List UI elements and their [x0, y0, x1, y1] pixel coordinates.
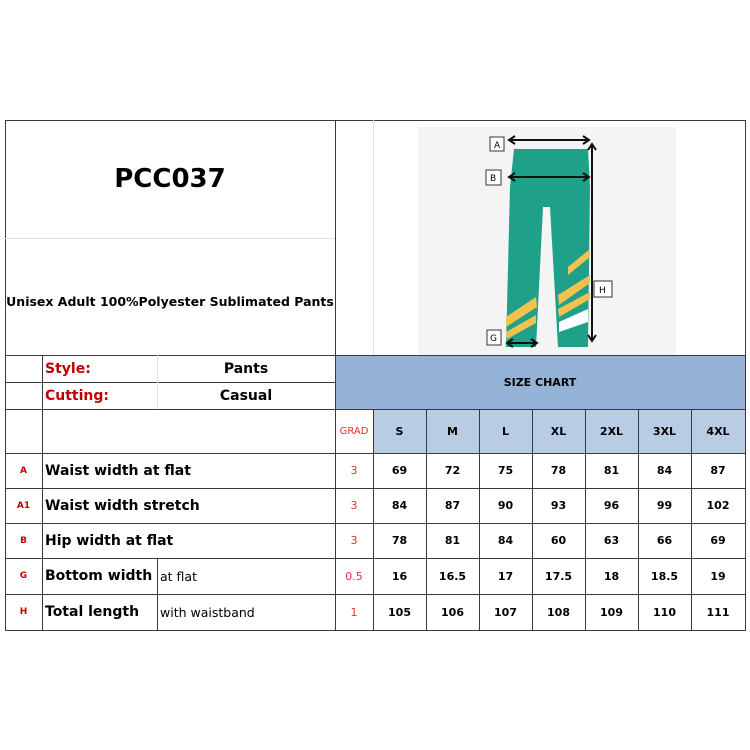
pants-diagram: A B G H	[418, 127, 676, 355]
size-value: 63	[603, 534, 620, 547]
size-value: 81	[444, 534, 461, 547]
row-code: B	[20, 535, 27, 546]
size-header-2xl: 2XL	[585, 409, 638, 453]
grid-line	[373, 409, 374, 630]
product-code: PCC037	[114, 164, 226, 194]
grid-line	[426, 409, 427, 630]
size-value: 84	[497, 534, 514, 547]
grad-value: 1	[350, 605, 358, 619]
size-value: 16.5	[438, 569, 467, 583]
diagram-label-h: H	[599, 286, 606, 296]
cutting-value: Casual	[219, 387, 273, 404]
grid-line	[5, 630, 746, 631]
size-value: 18.5	[650, 569, 679, 583]
grad-value: 0.5	[345, 569, 363, 583]
size-value: 107	[494, 605, 517, 619]
size-value: 110	[653, 605, 676, 619]
grid-line	[5, 120, 745, 121]
grad-header: GRAD	[339, 425, 369, 437]
size-value: 99	[656, 499, 673, 512]
size-header-m: M	[426, 409, 479, 453]
size-header-s: S	[373, 409, 426, 453]
size-value: 111	[706, 605, 730, 619]
grid-line	[5, 558, 745, 559]
size-value: 84	[391, 499, 408, 512]
style-label: Style:	[45, 360, 91, 377]
size-value: 78	[550, 464, 567, 477]
grid-line	[373, 120, 374, 355]
grid-line	[42, 355, 43, 630]
size-value: 87	[444, 499, 461, 512]
row-code: H	[19, 607, 28, 617]
size-value: 87	[710, 464, 726, 477]
size-header-l: L	[479, 409, 532, 453]
grid-line	[479, 409, 480, 630]
grid-line	[638, 409, 639, 630]
size-value: 105	[388, 605, 411, 619]
row-code: G	[19, 571, 28, 581]
size-value: 60	[550, 534, 567, 547]
size-value: 66	[656, 534, 673, 547]
grid-line	[5, 409, 745, 410]
grid-line	[157, 558, 158, 630]
size-value: 19	[710, 569, 726, 583]
style-value: Pants	[223, 360, 269, 377]
size-header-3xl: 3XL	[638, 409, 691, 453]
size-value: 108	[547, 605, 570, 619]
grid-line	[5, 120, 6, 631]
measurement-name: Hip width at flat	[45, 532, 174, 549]
size-chart-header: SIZE CHART	[335, 355, 745, 409]
row-code: A	[20, 465, 27, 476]
grid-line	[157, 355, 158, 409]
grid-line	[5, 355, 745, 356]
grid-line	[5, 453, 745, 454]
size-value: 75	[497, 464, 514, 477]
size-value: 69	[391, 464, 408, 477]
measurement-name: Bottom width	[45, 568, 153, 584]
size-value: 109	[600, 605, 623, 619]
grid-line	[691, 409, 692, 630]
grid-line	[5, 594, 745, 595]
size-value: 18	[603, 569, 620, 583]
size-value: 72	[444, 464, 461, 477]
measurement-name: Waist width at flat	[45, 462, 191, 479]
size-header-xl: XL	[532, 409, 585, 453]
diagram-label-g: G	[490, 334, 497, 344]
grad-value: 3	[350, 464, 358, 477]
size-value: 81	[603, 464, 620, 477]
grid-line	[335, 120, 336, 630]
size-value: 84	[656, 464, 673, 477]
grid-line	[745, 120, 746, 631]
grad-value: 3	[350, 499, 358, 512]
grid-line	[5, 238, 335, 239]
grid-line	[585, 409, 586, 630]
row-code: A1	[16, 500, 31, 511]
measurement-note: at flat	[160, 568, 197, 584]
size-value: 17.5	[544, 569, 573, 583]
size-value: 69	[710, 534, 726, 547]
measurement-note: with waistband	[160, 604, 255, 620]
size-value: 96	[603, 499, 620, 512]
grid-line	[5, 523, 745, 524]
cutting-label: Cutting:	[45, 387, 110, 404]
measurement-name: Total length	[45, 604, 140, 620]
size-value: 90	[497, 499, 514, 512]
size-value: 102	[706, 499, 730, 512]
size-value: 78	[391, 534, 408, 547]
diagram-label-a: A	[494, 141, 501, 151]
diagram-label-b: B	[490, 174, 496, 184]
size-value: 106	[441, 605, 464, 619]
size-value: 16	[391, 569, 408, 583]
product-description: Unisex Adult 100%Polyester Sublimated Pa…	[6, 294, 334, 309]
size-header-4xl: 4XL	[691, 409, 745, 453]
grid-line	[5, 382, 335, 383]
size-value: 93	[550, 499, 567, 512]
grid-line	[5, 488, 745, 489]
grid-line	[532, 409, 533, 630]
size-value: 17	[497, 569, 514, 583]
measurement-name: Waist width stretch	[45, 497, 200, 514]
grad-value: 3	[350, 534, 358, 547]
